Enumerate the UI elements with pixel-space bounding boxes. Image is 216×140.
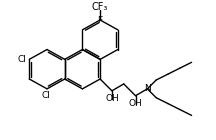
Text: OH: OH <box>105 94 119 103</box>
Text: CF₃: CF₃ <box>92 2 108 12</box>
Text: F: F <box>98 16 103 24</box>
Text: Cl: Cl <box>17 55 26 64</box>
Text: N: N <box>144 84 151 93</box>
Text: OH: OH <box>129 99 142 108</box>
Text: Cl: Cl <box>42 91 51 100</box>
